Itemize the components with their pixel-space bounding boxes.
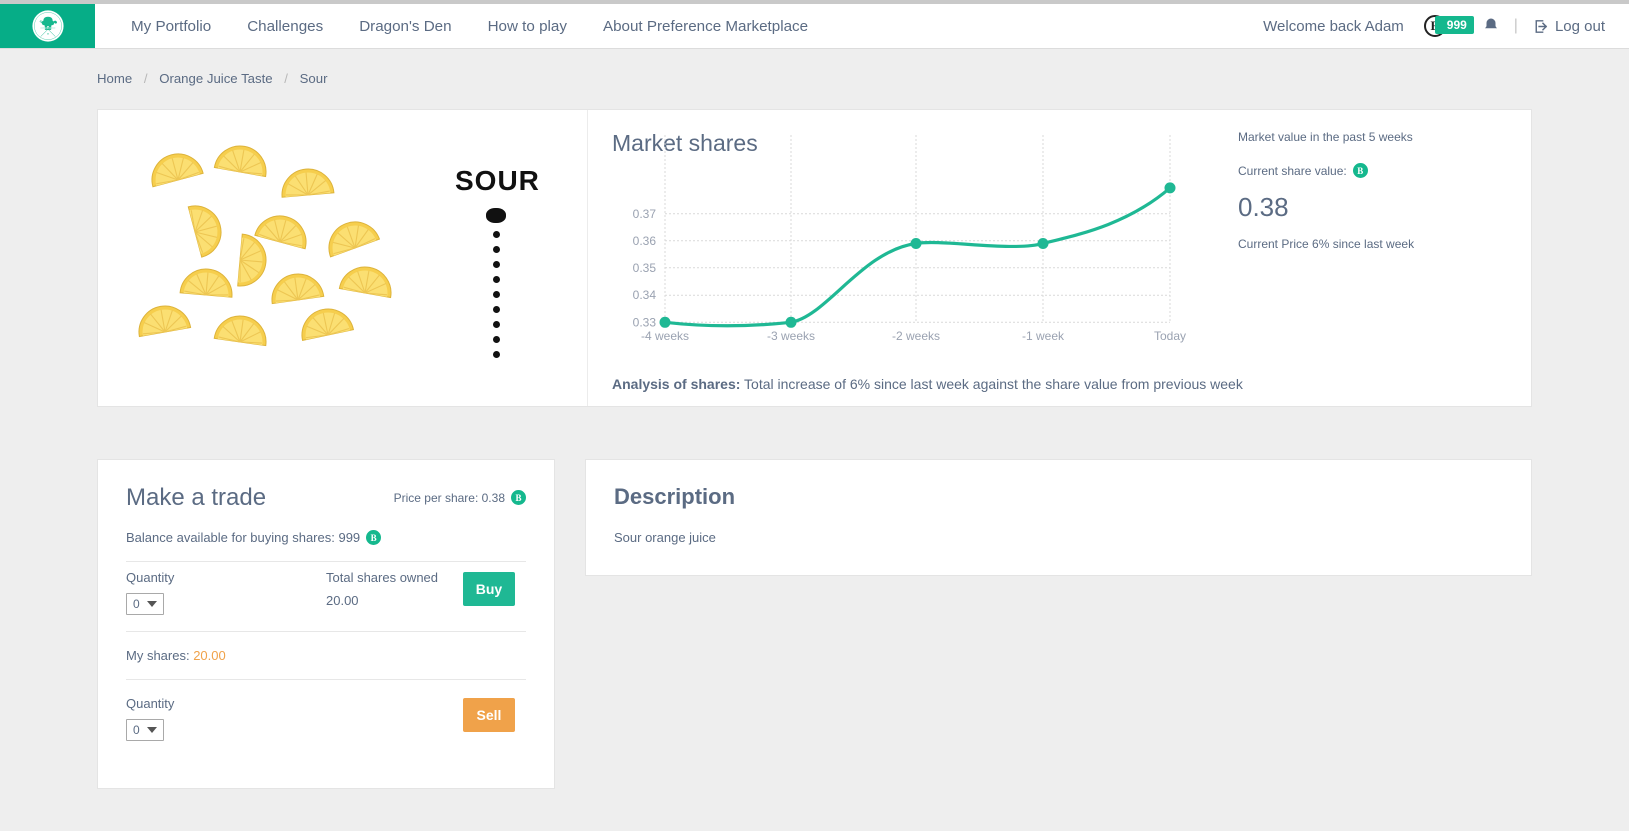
svg-text:0.34: 0.34 [633, 288, 657, 302]
svg-text:Today: Today [1154, 329, 1186, 343]
svg-text:FOOD: FOOD [47, 26, 55, 30]
svg-text:0.35: 0.35 [633, 261, 657, 275]
svg-text:-4 weeks: -4 weeks [641, 329, 689, 343]
svg-text:-1 week: -1 week [1022, 329, 1065, 343]
svg-text:0.33: 0.33 [633, 316, 657, 330]
svg-text:-2 weeks: -2 weeks [892, 329, 940, 343]
svg-text:-3 weeks: -3 weeks [767, 329, 815, 343]
svg-text:0.37: 0.37 [633, 207, 657, 221]
svg-text:0.36: 0.36 [633, 234, 657, 248]
